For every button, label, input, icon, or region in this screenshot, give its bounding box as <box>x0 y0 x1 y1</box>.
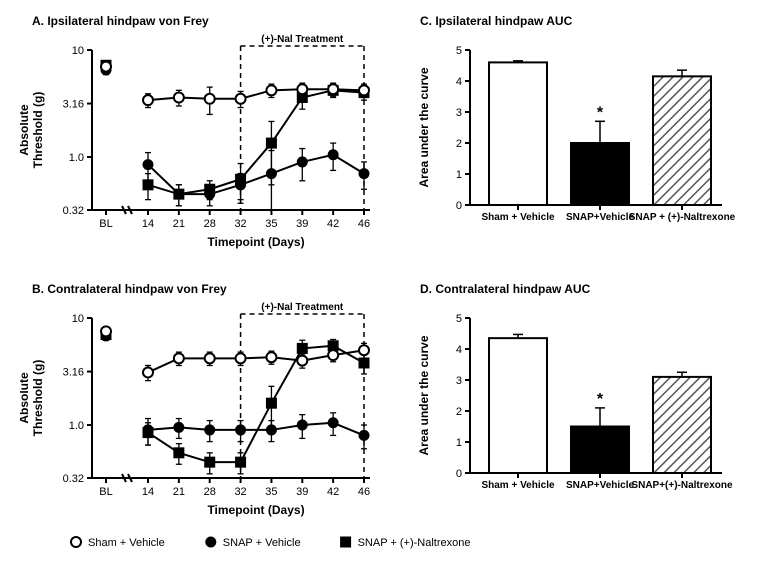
panel-a-title: A. Ipsilateral hindpaw von Frey <box>32 14 209 28</box>
svg-text:21: 21 <box>173 486 185 498</box>
svg-text:4: 4 <box>456 344 462 356</box>
svg-text:SNAP+(+)-Naltrexone: SNAP+(+)-Naltrexone <box>631 480 733 491</box>
svg-text:BL: BL <box>99 218 112 230</box>
svg-text:32: 32 <box>234 486 246 498</box>
svg-text:14: 14 <box>142 486 154 498</box>
svg-text:42: 42 <box>327 218 339 230</box>
svg-text:SNAP + (+)-Naltrexone: SNAP + (+)-Naltrexone <box>629 212 736 223</box>
svg-text:10: 10 <box>72 45 84 57</box>
svg-text:39: 39 <box>296 218 308 230</box>
svg-text:1.0: 1.0 <box>69 420 84 432</box>
svg-text:5: 5 <box>456 313 462 325</box>
svg-text:39: 39 <box>296 486 308 498</box>
svg-text:2: 2 <box>456 406 462 418</box>
svg-text:Timepoint (Days): Timepoint (Days) <box>207 235 304 249</box>
svg-text:Timepoint (Days): Timepoint (Days) <box>207 503 304 517</box>
svg-text:SNAP + Vehicle: SNAP + Vehicle <box>223 537 301 549</box>
svg-text:1: 1 <box>456 437 462 449</box>
svg-text:Absolute: Absolute <box>20 104 31 156</box>
svg-text:SNAP + (+)-Naltrexone: SNAP + (+)-Naltrexone <box>358 537 471 549</box>
panel-d-title: D. Contralateral hindpaw AUC <box>420 282 590 296</box>
svg-text:2: 2 <box>456 138 462 150</box>
svg-text:3: 3 <box>456 107 462 119</box>
svg-text:0.32: 0.32 <box>63 473 84 485</box>
svg-text:SNAP+Vehicle: SNAP+Vehicle <box>566 480 635 491</box>
svg-text:21: 21 <box>173 218 185 230</box>
svg-text:1: 1 <box>456 169 462 181</box>
svg-text:*: * <box>597 104 604 121</box>
svg-text:42: 42 <box>327 486 339 498</box>
svg-text:14: 14 <box>142 218 154 230</box>
svg-text:SNAP+Vehicle: SNAP+Vehicle <box>566 212 635 223</box>
svg-text:3.16: 3.16 <box>63 99 84 111</box>
svg-text:28: 28 <box>204 486 216 498</box>
svg-text:3.16: 3.16 <box>63 367 84 379</box>
svg-text:0: 0 <box>456 468 462 480</box>
svg-text:1.0: 1.0 <box>69 152 84 164</box>
svg-text:0.32: 0.32 <box>63 205 84 217</box>
bar-chart-c: 0 1 2 3 4 5 Area under the curve Sham + Vehicle… <box>412 30 742 260</box>
bar-chart-d: 0 1 2 3 4 5 Area under the curve Sham + Vehicle… <box>412 298 742 528</box>
svg-text:Absolute: Absolute <box>20 372 31 424</box>
svg-text:*: * <box>597 391 604 408</box>
svg-text:Threshold (g): Threshold (g) <box>31 360 45 437</box>
svg-text:28: 28 <box>204 218 216 230</box>
svg-text:Sham + Vehicle: Sham + Vehicle <box>88 537 165 549</box>
line-chart-a: 0.32 1.0 3.16 10 BL 14 21 28 32 35 39 42 46 (+)-Nal T… <box>20 30 380 260</box>
svg-text:3: 3 <box>456 375 462 387</box>
svg-text:35: 35 <box>265 218 277 230</box>
svg-text:35: 35 <box>265 486 277 498</box>
panel-c-title: C. Ipsilateral hindpaw AUC <box>420 14 572 28</box>
svg-text:BL: BL <box>99 486 112 498</box>
svg-text:(+)-Nal Treatment: (+)-Nal Treatment <box>261 34 344 45</box>
svg-text:Sham + Vehicle: Sham + Vehicle <box>481 480 555 491</box>
svg-text:5: 5 <box>456 45 462 57</box>
svg-text:Area under the curve: Area under the curve <box>417 335 431 455</box>
panel-b-title: B. Contralateral hindpaw von Frey <box>32 282 227 296</box>
svg-text:(+)-Nal Treatment: (+)-Nal Treatment <box>261 302 344 313</box>
svg-text:Area under the curve: Area under the curve <box>417 67 431 187</box>
svg-text:32: 32 <box>234 218 246 230</box>
line-chart-b: 0.32 1.0 3.16 10 BL 14 21 28 32 35 39 42 46 (+)-Nal T… <box>20 298 380 528</box>
svg-text:0: 0 <box>456 200 462 212</box>
svg-text:46: 46 <box>358 486 370 498</box>
legend: Sham + Vehicle SNAP + Vehicle SNAP + (+)-N… <box>60 530 660 560</box>
svg-text:4: 4 <box>456 76 462 88</box>
svg-text:Sham + Vehicle: Sham + Vehicle <box>481 212 555 223</box>
svg-text:Threshold (g): Threshold (g) <box>31 92 45 169</box>
svg-text:10: 10 <box>72 313 84 325</box>
svg-text:46: 46 <box>358 218 370 230</box>
